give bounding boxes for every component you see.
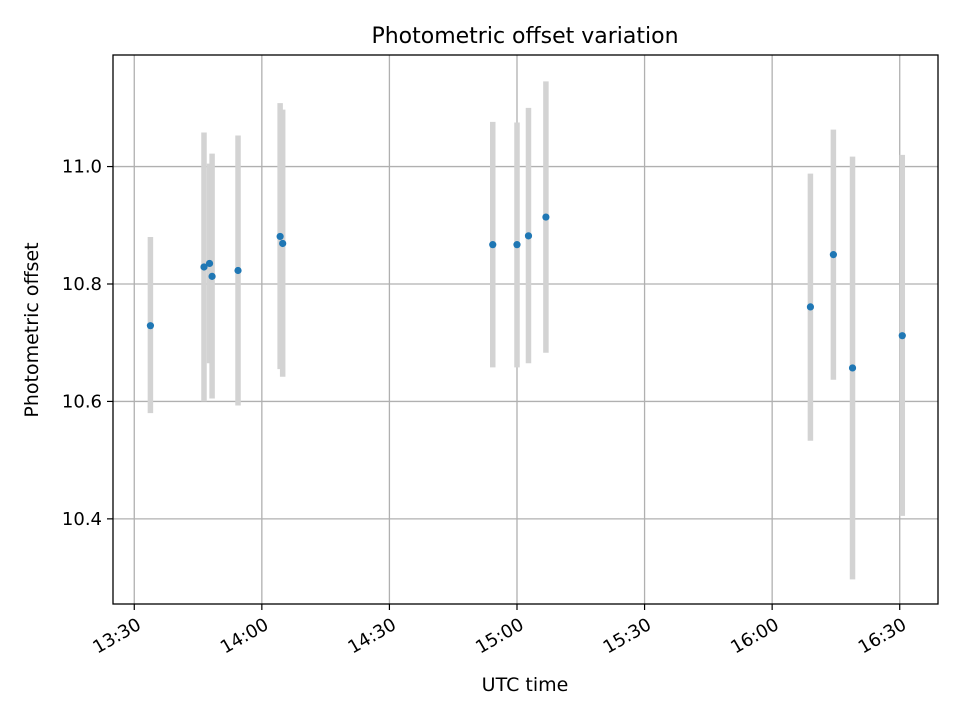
data-point — [513, 241, 521, 249]
y-tick-label: 10.6 — [62, 391, 102, 412]
data-point — [848, 364, 857, 372]
x-tick-label: 14:30 — [344, 614, 399, 658]
x-tick-label: 15:30 — [600, 614, 655, 658]
x-axis-label: UTC time — [482, 674, 569, 696]
data-point — [279, 239, 287, 248]
y-tick-label: 10.8 — [62, 274, 102, 295]
data-point — [200, 263, 208, 271]
x-axis-ticks: 13:30 14:00 14:30 15:00 15:30 16:00 16:30 — [89, 604, 910, 658]
chart-title: Photometric offset variation — [371, 24, 678, 49]
plot-frame — [112, 54, 939, 605]
y-axis-ticks: 10.4 10.6 10.8 11.0 — [62, 157, 113, 530]
data-point — [276, 232, 284, 241]
x-tick-label: 16:30 — [855, 614, 910, 658]
data-point — [898, 332, 906, 340]
y-axis-label: Photometric offset — [21, 242, 43, 417]
data-point — [524, 232, 533, 240]
data-point — [829, 251, 837, 259]
data-point — [234, 266, 242, 275]
data-point — [208, 272, 216, 280]
x-tick-label: 15:00 — [472, 614, 527, 658]
y-tick-label: 11.0 — [62, 157, 102, 178]
grid-lines — [113, 55, 938, 604]
data-point — [205, 259, 214, 268]
error-bars — [147, 81, 906, 580]
data-point — [489, 241, 497, 249]
data-point — [146, 322, 155, 330]
x-tick-label: 16:00 — [727, 614, 782, 658]
x-tick-label: 13:30 — [89, 614, 144, 658]
data-points — [146, 213, 906, 372]
y-tick-label: 10.4 — [62, 509, 102, 530]
x-tick-label: 14:00 — [217, 614, 272, 658]
data-point — [806, 303, 815, 311]
data-point — [542, 213, 550, 221]
